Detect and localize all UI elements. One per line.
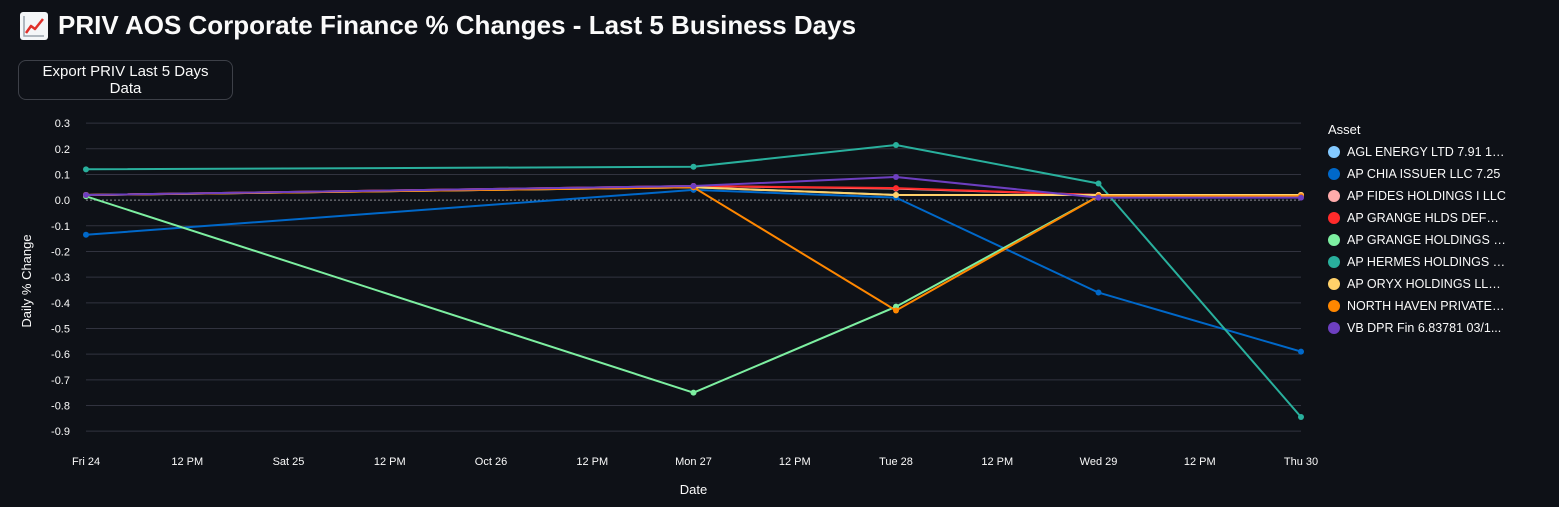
legend-item[interactable]: AP FIDES HOLDINGS I LLC xyxy=(1328,185,1518,207)
legend-item[interactable]: AP CHIA ISSUER LLC 7.25 xyxy=(1328,163,1518,185)
x-tick-label: Thu 30 xyxy=(1284,456,1318,468)
legend-label: AP ORYX HOLDINGS LLC 6.1 xyxy=(1347,277,1507,291)
x-tick-label: 12 PM xyxy=(171,456,203,468)
y-tick-label: -0.4 xyxy=(51,298,70,310)
x-tick-label: Sat 25 xyxy=(273,456,305,468)
legend-swatch xyxy=(1328,146,1340,158)
data-point[interactable] xyxy=(893,174,899,181)
x-tick-label: Mon 27 xyxy=(675,456,712,468)
series-9[interactable] xyxy=(83,174,1304,201)
y-tick-label: 0.2 xyxy=(55,144,70,156)
legend-label: NORTH HAVEN PRIVATE I... xyxy=(1347,299,1507,313)
y-tick-label: -0.7 xyxy=(51,375,70,387)
series-lines xyxy=(83,141,1304,421)
legend-item[interactable]: AP GRANGE HLDS DEFER... xyxy=(1328,207,1518,229)
data-point[interactable] xyxy=(1298,414,1304,421)
legend-title: Asset xyxy=(1328,122,1361,137)
x-tick-label: Wed 29 xyxy=(1080,456,1118,468)
x-tick-label: Tue 28 xyxy=(879,456,913,468)
y-axis-title: Daily % Change xyxy=(19,234,34,327)
chart-increasing-icon xyxy=(20,11,48,40)
legend-swatch xyxy=(1328,190,1340,202)
y-tick-label: -0.1 xyxy=(51,221,70,233)
series-line[interactable] xyxy=(85,195,1099,394)
legend-swatch xyxy=(1328,300,1340,312)
legend-label: AP FIDES HOLDINGS I LLC xyxy=(1347,189,1506,203)
legend-swatch xyxy=(1328,234,1340,246)
data-point[interactable] xyxy=(893,192,899,199)
data-point[interactable] xyxy=(893,141,899,148)
legend-label: VB DPR Fin 6.83781 03/1... xyxy=(1347,321,1502,335)
x-tick-label: 12 PM xyxy=(1184,456,1216,468)
legend-item[interactable]: AP HERMES HOLDINGS I ... xyxy=(1328,251,1518,273)
legend-label: AP GRANGE HLDS DEFER... xyxy=(1347,211,1507,225)
data-point[interactable] xyxy=(690,389,697,396)
legend-items: AGL ENERGY LTD 7.91 12/... AP CHIA ISSUER… xyxy=(1328,141,1518,339)
data-point[interactable] xyxy=(83,231,89,238)
page-title-text: PRIV AOS Corporate Finance % Changes - L… xyxy=(58,10,857,40)
y-tick-label: -0.8 xyxy=(51,400,70,412)
x-axis-ticks: Fri 24 12 PM Sat 25 12 PM Oct 26 12 PM Mon 27 1… xyxy=(72,456,1318,468)
legend-swatch xyxy=(1328,278,1340,290)
x-tick-label: Oct 26 xyxy=(475,456,507,468)
chart-svg: 0.3 0.2 0.1 0.0 -0.1 -0.2 -0.3 -0.4 -0.5 -0.6 -0.7… xyxy=(19,118,1318,497)
legend-label: AP HERMES HOLDINGS I ... xyxy=(1347,255,1507,269)
series-2[interactable] xyxy=(83,186,1304,355)
y-tick-label: 0.1 xyxy=(55,169,70,181)
export-data-button[interactable]: Export PRIV Last 5 Days Data xyxy=(18,60,233,100)
data-point[interactable] xyxy=(83,166,89,173)
x-tick-label: 12 PM xyxy=(576,456,608,468)
series-line[interactable] xyxy=(85,188,1302,353)
x-tick-label: 12 PM xyxy=(779,456,811,468)
legend-item[interactable]: AP ORYX HOLDINGS LLC 6.1 xyxy=(1328,273,1518,295)
legend-swatch xyxy=(1328,168,1340,180)
legend-item[interactable]: AP GRANGE HOLDINGS L... xyxy=(1328,229,1518,251)
legend-label: AP CHIA ISSUER LLC 7.25 xyxy=(1347,167,1501,181)
legend-swatch xyxy=(1328,322,1340,334)
data-point[interactable] xyxy=(893,185,899,192)
legend-item[interactable]: NORTH HAVEN PRIVATE I... xyxy=(1328,295,1518,317)
y-tick-label: -0.3 xyxy=(51,272,70,284)
y-tick-label: -0.6 xyxy=(51,349,70,361)
y-tick-label: 0.0 xyxy=(55,195,70,207)
legend-label: AP GRANGE HOLDINGS L... xyxy=(1347,233,1507,247)
legend[interactable]: Asset AGL ENERGY LTD 7.91 12/... AP CHIA … xyxy=(1328,122,1518,339)
data-point[interactable] xyxy=(83,192,89,199)
data-point[interactable] xyxy=(893,307,899,314)
line-chart: 0.3 0.2 0.1 0.0 -0.1 -0.2 -0.3 -0.4 -0.5 -0.6 -0.7… xyxy=(0,110,1559,507)
legend-item[interactable]: AGL ENERGY LTD 7.91 12/... xyxy=(1328,141,1518,163)
legend-swatch xyxy=(1328,212,1340,224)
y-tick-label: -0.9 xyxy=(51,426,70,438)
x-axis-title: Date xyxy=(680,482,707,497)
legend-label: AGL ENERGY LTD 7.91 12/... xyxy=(1347,145,1507,159)
x-tick-label: 12 PM xyxy=(981,456,1013,468)
data-point[interactable] xyxy=(1095,289,1102,296)
series-8[interactable] xyxy=(83,184,1304,314)
legend-swatch xyxy=(1328,256,1340,268)
data-point[interactable] xyxy=(1095,194,1102,201)
y-tick-label: 0.3 xyxy=(55,118,70,130)
y-axis-ticks: 0.3 0.2 0.1 0.0 -0.1 -0.2 -0.3 -0.4 -0.5 -0.6 -0.7… xyxy=(51,118,70,438)
data-point[interactable] xyxy=(690,183,697,190)
legend-item[interactable]: VB DPR Fin 6.83781 03/1... xyxy=(1328,317,1518,339)
page-title: PRIV AOS Corporate Finance % Changes - L… xyxy=(20,10,856,41)
y-tick-label: -0.5 xyxy=(51,323,70,335)
data-point[interactable] xyxy=(1298,348,1304,355)
y-tick-label: -0.2 xyxy=(51,246,70,258)
data-point[interactable] xyxy=(1095,180,1102,187)
x-tick-label: 12 PM xyxy=(374,456,406,468)
data-point[interactable] xyxy=(1298,194,1304,201)
data-point[interactable] xyxy=(690,163,697,170)
x-tick-label: Fri 24 xyxy=(72,456,100,468)
series-6[interactable] xyxy=(83,141,1304,421)
